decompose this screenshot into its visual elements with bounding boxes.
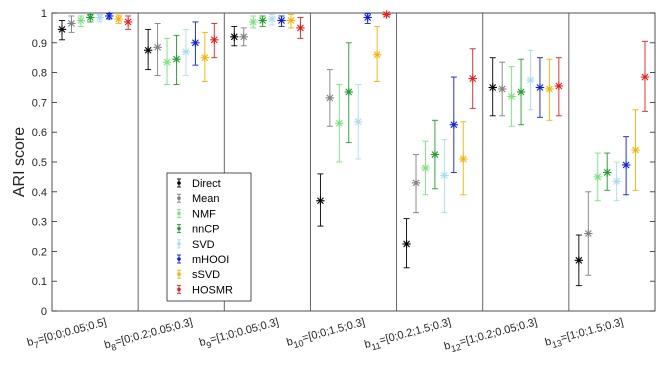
data-point <box>191 21 200 66</box>
y-tick-label: 0.1 <box>32 276 47 288</box>
legend-item: NMF <box>177 208 216 220</box>
data-point <box>631 109 640 191</box>
data-point <box>114 14 123 24</box>
y-tick-label: 0.6 <box>32 127 47 139</box>
y-tick-label: 0.8 <box>32 68 47 80</box>
data-point <box>449 76 459 173</box>
category-dividers <box>137 13 570 311</box>
data-point <box>248 15 258 29</box>
y-tick-label: 0.2 <box>32 246 47 258</box>
data-point <box>372 25 382 82</box>
data-point <box>123 15 133 30</box>
data-point <box>640 40 650 112</box>
x-axis: b7=[0;0;0.05;0.5]b8=[0;0.2;0.05;0.3] b9=[… <box>26 316 626 355</box>
data-point <box>612 161 621 202</box>
data-point <box>325 69 335 127</box>
legend-label: SVD <box>192 239 215 251</box>
data-point <box>86 13 95 23</box>
x-tick-label: b12=[1;0.2;0.05;0.3] <box>443 316 540 355</box>
legend-item: Direct <box>177 178 221 190</box>
y-tick-label: 0 <box>41 306 47 318</box>
data-point <box>258 15 267 27</box>
data-point <box>468 48 477 109</box>
data-point <box>526 49 535 111</box>
data-point <box>402 218 411 269</box>
data-point <box>210 22 219 59</box>
x-tick-label: b8=[0;0.2;0.05;0.3] <box>103 316 195 354</box>
data-point <box>430 119 440 190</box>
legend-item: mHOOI <box>177 254 229 266</box>
data-point <box>354 84 363 160</box>
data-point <box>95 13 104 23</box>
data-point <box>584 191 593 276</box>
legend-item: Mean <box>177 193 220 205</box>
y-axis: 0 0.1 0.2 0.3 0.4 0.5 0.6 0.7 0.8 0.9 1 <box>32 8 655 318</box>
data-point <box>200 31 210 82</box>
data-point <box>554 57 564 117</box>
data-point <box>344 42 353 144</box>
data-point <box>230 25 239 47</box>
data-point <box>535 57 545 118</box>
data-point <box>316 173 325 227</box>
legend: Direct Mean NMF nnCP SVD mHOOI sSVD HOSMR <box>166 172 252 302</box>
data-point <box>296 17 305 39</box>
data-point <box>440 139 449 214</box>
data-point <box>172 34 181 85</box>
data-point <box>67 15 76 33</box>
y-tick-label: 0.7 <box>32 97 47 109</box>
data-point <box>105 11 114 21</box>
data-point <box>574 234 584 287</box>
x-tick-label: b13=[1;0;1.5;0.3] <box>544 316 626 351</box>
data-point <box>516 58 526 126</box>
data-point <box>603 152 612 191</box>
legend-item: nnCP <box>177 224 220 236</box>
legend-box <box>166 172 252 302</box>
y-tick-label: 1 <box>41 8 47 20</box>
data-point <box>76 15 86 27</box>
data-point <box>153 22 162 77</box>
data-point <box>286 14 296 29</box>
y-tick-label: 0.3 <box>32 217 47 229</box>
data-point <box>162 37 172 85</box>
data-point <box>459 121 468 196</box>
legend-label: HOSMR <box>192 284 233 296</box>
legend-label: sSVD <box>192 269 220 281</box>
data-point <box>267 14 277 26</box>
data-point <box>143 28 153 71</box>
x-tick-label: b7=[0;0;0.05;0.5] <box>26 316 109 352</box>
data-point <box>239 27 248 47</box>
data-point <box>593 152 602 202</box>
legend-label: nnCP <box>192 224 220 236</box>
data-point <box>363 13 372 24</box>
legend-item: SVD <box>177 239 215 251</box>
data-point <box>382 10 391 19</box>
y-tick-label: 0.5 <box>32 157 47 169</box>
data-point <box>57 20 67 41</box>
legend-label: NMF <box>192 208 216 220</box>
data-point <box>507 66 516 127</box>
legend-label: Direct <box>192 178 221 190</box>
legend-label: mHOOI <box>192 254 229 266</box>
data-point <box>621 136 631 196</box>
data-point <box>411 154 421 214</box>
data-point <box>497 61 507 117</box>
legend-item: sSVD <box>177 269 220 281</box>
legend-label: Mean <box>192 193 220 205</box>
data-marks <box>57 10 650 287</box>
x-tick-label: b9=[1;0;0.05;0.3] <box>198 316 281 352</box>
data-point <box>545 58 554 121</box>
data-point <box>421 140 430 196</box>
legend-item: HOSMR <box>177 284 233 296</box>
data-point <box>277 15 286 27</box>
x-tick-label: b10=[0;0;1.5;0.3] <box>285 316 367 351</box>
data-point <box>488 57 497 117</box>
y-tick-label: 0.9 <box>32 38 47 50</box>
x-tick-label: b11=[0;0.2;1.5;0.3] <box>363 316 453 354</box>
data-point <box>335 84 344 163</box>
y-axis-label: ARI score <box>11 127 28 197</box>
data-point <box>181 28 191 77</box>
plot-area <box>51 12 656 312</box>
y-tick-label: 0.4 <box>32 187 47 199</box>
